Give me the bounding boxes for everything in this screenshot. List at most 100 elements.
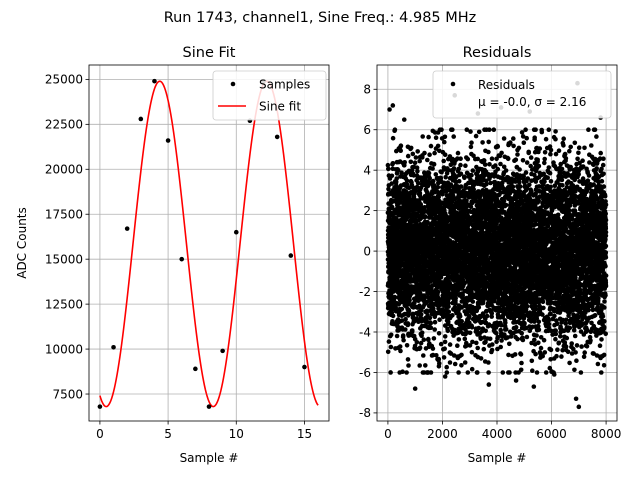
residual-point [395,167,401,173]
residual-point [463,163,468,168]
sine-fit-y-tick-label: 10000 [45,342,83,356]
sine-fit-y-tick-label: 17500 [45,208,83,222]
residual-point [417,158,423,164]
sample-point [179,256,185,262]
sine-fit-title: Sine Fit [183,45,236,61]
residual-point [425,157,430,163]
residual-point [402,160,408,165]
residual-point [508,140,513,145]
sine-fit-legend-box [212,70,327,121]
residual-point [453,295,458,301]
residual-point [456,337,462,342]
residual-point [476,305,482,310]
residual-point [515,152,520,157]
residual-point [389,173,395,179]
residual-point [510,184,516,190]
residual-point [398,148,404,153]
residual-point [480,140,485,145]
residual-point [483,328,489,334]
residual-point [426,170,432,176]
residual-point [503,202,509,208]
residual-point [517,184,523,189]
residual-point [390,161,396,166]
residual-point [498,344,504,350]
residual-point [519,360,524,366]
residual-point [456,178,462,184]
residual-point [398,143,404,148]
residual-point [436,356,442,362]
residual-point [511,143,516,149]
residual-point [467,330,473,336]
sample-point [302,364,307,370]
residual-point [446,304,451,309]
residual-point [437,317,442,323]
residual-point [403,327,408,332]
residual-point [459,319,465,324]
residual-point [507,370,512,375]
residual-point [417,345,423,351]
sine-fit-xlabel: Sample # [180,451,239,465]
residual-point [505,156,511,162]
residual-point [394,333,400,339]
sample-point [206,404,212,409]
sample-point [233,229,239,235]
residual-point [385,349,391,355]
sine-fit-x-tick-label: 10 [229,427,244,441]
residual-point [415,168,420,174]
residual-point [513,157,519,162]
residual-point [432,327,438,332]
residual-point [469,325,475,330]
sine-fit-y-tick-label: 7500 [52,387,83,401]
residual-point [452,361,458,367]
residual-point [519,330,524,336]
residual-point [413,155,419,160]
figure-suptitle: Run 1743, channel1, Sine Freq.: 4.985 MH… [164,10,477,26]
residual-point [450,313,455,318]
residual-point [476,325,482,331]
residual-point [445,328,451,334]
residual-point [457,314,463,319]
residual-point [428,320,434,326]
residual-point [462,175,467,181]
residual-point [469,366,475,372]
residual-point [430,166,435,171]
residual-point [435,143,441,149]
sample-point [124,226,130,231]
residual-point [516,145,522,151]
residual-point [399,170,404,176]
residual-point [436,194,442,200]
residual-point [414,184,420,190]
residual-point [410,311,416,317]
residual-point [500,370,506,375]
residual-point [423,214,428,219]
residual-point [489,156,495,161]
sample-point [288,253,294,258]
residual-point [427,176,433,181]
residual-point [458,184,464,189]
residual-point [389,181,395,186]
residual-point [399,306,405,312]
sample-point [97,404,103,409]
residual-point [417,363,423,368]
residual-point [458,162,463,168]
residual-point [441,355,447,360]
residual-point [397,344,403,349]
residual-point [420,134,426,139]
residual-point [511,136,516,141]
sample-point [152,78,157,84]
residual-point [430,346,436,351]
residual-point [433,135,439,140]
residual-point [408,159,414,165]
residual-point [450,127,455,132]
residual-point [481,346,487,352]
residual-point [412,160,418,165]
residual-point [503,168,509,173]
residual-point [464,302,469,308]
residual-point [478,356,484,361]
legend-samples-label: Samples [259,78,310,92]
residual-point [390,313,396,319]
residual-point [386,339,392,344]
residual-point [465,370,471,375]
residuals-axes: Residuals 0 2000 4000 6000 8000 -8-6-4-20246… [359,45,621,465]
residuals-plot-area [385,80,609,410]
